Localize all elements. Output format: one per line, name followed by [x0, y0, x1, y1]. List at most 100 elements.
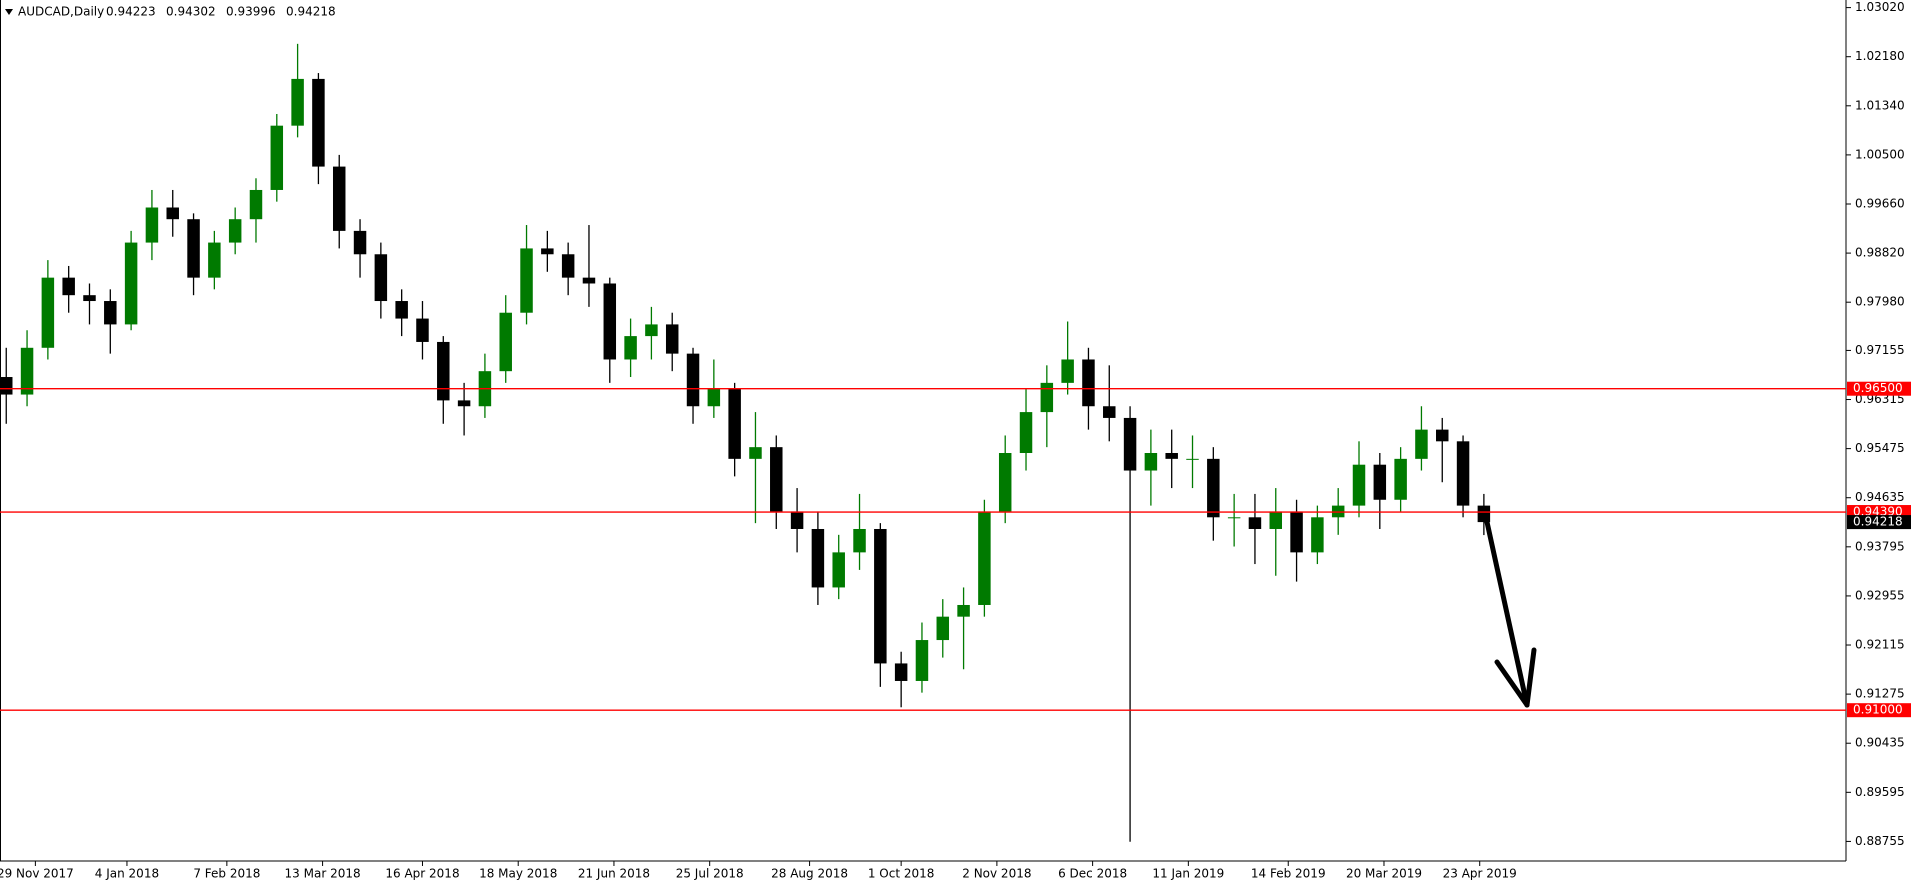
candle-body	[1123, 417, 1137, 471]
candle-body	[582, 277, 596, 284]
candle-body	[1415, 429, 1428, 459]
x-tick-label: 2 Nov 2018	[962, 867, 1031, 881]
candle-body	[104, 301, 117, 325]
candle-body	[1227, 517, 1241, 519]
y-tick-label: 0.97980	[1855, 295, 1905, 309]
candle-body	[1311, 517, 1324, 553]
header-high: 0.94302	[166, 5, 216, 19]
candle-body	[353, 230, 367, 255]
candle-body	[416, 318, 429, 342]
header-low: 0.93996	[226, 5, 276, 19]
x-tick-label: 23 Apr 2019	[1443, 867, 1517, 881]
candle-body	[811, 528, 825, 588]
y-tick-label: 1.01340	[1855, 98, 1905, 112]
candle-body	[1019, 412, 1033, 454]
candle-body	[1373, 464, 1387, 500]
candle-body	[1061, 359, 1074, 383]
candle-body	[520, 248, 533, 313]
candle-body	[1477, 505, 1491, 523]
candle-body	[957, 604, 970, 617]
header-triangle	[5, 9, 13, 15]
candle-body	[1144, 453, 1158, 471]
candle-body	[832, 552, 845, 588]
y-tick-label: 0.92955	[1855, 588, 1905, 602]
candle-body	[1040, 382, 1054, 413]
y-tick-label: 1.02180	[1855, 49, 1905, 63]
candle-body	[1290, 511, 1303, 553]
level-label: 0.91000	[1853, 703, 1903, 717]
candle-body	[1269, 511, 1283, 529]
candle-body	[624, 336, 637, 360]
y-tick-label: 0.95475	[1855, 441, 1905, 455]
candle-body	[1248, 517, 1262, 529]
level-label: 0.94390	[1853, 505, 1903, 519]
candle-body	[187, 219, 200, 278]
candle-body	[83, 295, 96, 302]
y-tick-label: 1.03020	[1855, 0, 1905, 14]
candle-body	[749, 447, 762, 459]
candle-body	[270, 125, 284, 190]
candle-body	[936, 616, 950, 641]
candle-body	[665, 324, 679, 354]
candle-body	[1186, 458, 1199, 460]
y-tick-label: 0.88755	[1855, 834, 1905, 848]
candle-body	[728, 388, 741, 459]
y-tick-label: 0.98820	[1855, 246, 1905, 260]
candle-body	[874, 528, 887, 664]
x-tick-label: 13 Mar 2018	[285, 867, 361, 881]
candle-body	[561, 254, 575, 278]
arrow-head	[1494, 659, 1530, 708]
x-tick-label: 20 Mar 2019	[1346, 867, 1422, 881]
candle-body	[499, 312, 512, 372]
candle-body	[291, 78, 304, 126]
candle-body	[332, 166, 346, 231]
candle-body	[20, 347, 34, 395]
y-tick-label: 1.00500	[1855, 147, 1905, 161]
candle-body	[62, 277, 75, 296]
candle-body	[1394, 458, 1407, 500]
y-tick-label: 0.93795	[1855, 539, 1905, 553]
header-open: 0.94223	[106, 5, 156, 19]
candle-body	[395, 301, 408, 319]
x-tick-label: 25 Jul 2018	[676, 867, 744, 881]
candle-body	[0, 377, 13, 395]
level-label: 0.96500	[1853, 381, 1903, 395]
candle-body	[790, 511, 804, 529]
x-tick-label: 1 Oct 2018	[868, 867, 935, 881]
x-tick-label: 18 May 2018	[479, 867, 557, 881]
candle-body	[770, 447, 783, 512]
x-tick-label: 11 Jan 2019	[1152, 867, 1224, 881]
symbol: AUDCAD,Daily	[18, 5, 104, 19]
price-label: 0.94218	[1853, 515, 1903, 529]
y-tick-label: 0.92115	[1855, 638, 1905, 652]
candle-body	[978, 511, 991, 605]
x-tick-label: 4 Jan 2018	[95, 867, 159, 881]
candle-body	[437, 341, 450, 401]
header: AUDCAD,Daily 0.94223 0.94302 0.93996 0.9…	[5, 5, 336, 19]
candle-body	[1082, 359, 1095, 407]
price-label-box	[1847, 515, 1911, 530]
level-label-box	[1847, 703, 1911, 718]
candle-body	[208, 242, 221, 278]
y-tick-label: 0.94635	[1855, 490, 1905, 504]
candle-body	[374, 254, 388, 302]
x-tick-label: 28 Aug 2018	[771, 867, 848, 881]
candle-body	[1103, 406, 1116, 418]
x-tick-label: 6 Dec 2018	[1058, 867, 1127, 881]
candle-body	[145, 207, 159, 243]
candle-body	[1207, 458, 1220, 518]
candle-body	[707, 388, 721, 407]
x-tick-label: 29 Nov 2017	[0, 867, 74, 881]
candle-body	[228, 219, 242, 243]
candle-body	[1352, 464, 1366, 506]
header-close: 0.94218	[286, 5, 336, 19]
candle-body	[603, 283, 617, 360]
x-tick-label: 7 Feb 2018	[193, 867, 260, 881]
x-tick-label: 14 Feb 2019	[1251, 867, 1326, 881]
x-tick-label: 21 Jun 2018	[578, 867, 650, 881]
arrow	[1484, 519, 1537, 708]
arrow-shaft	[1484, 519, 1530, 708]
candle-body	[249, 189, 263, 220]
